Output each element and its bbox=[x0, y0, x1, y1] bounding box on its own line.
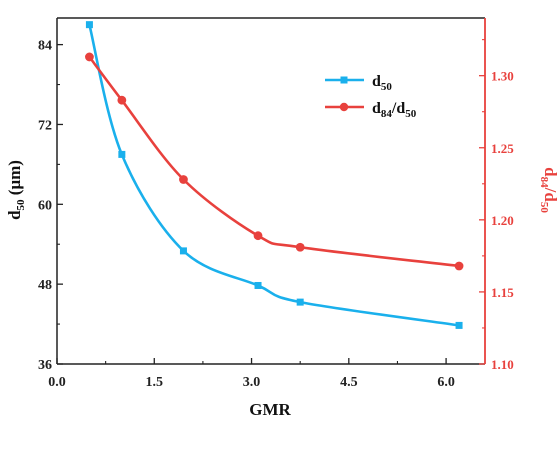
legend-d50-main: d bbox=[372, 73, 381, 90]
fitted-curves bbox=[88, 23, 461, 327]
y-left-tick-label: 60 bbox=[38, 198, 52, 213]
legend-ratio-main: d bbox=[372, 100, 381, 117]
data-markers bbox=[85, 21, 464, 329]
legend-ratio-mid: /d bbox=[391, 100, 405, 117]
x-axis-title-text: GMR bbox=[249, 400, 291, 419]
legend-ratio-marker bbox=[339, 102, 349, 112]
curve-d50 bbox=[88, 23, 461, 327]
marker-d50 bbox=[455, 321, 463, 329]
marker-ratio bbox=[85, 52, 94, 62]
y-left-title-unit: (μm) bbox=[5, 160, 24, 199]
marker-d50 bbox=[296, 298, 304, 306]
x-tick-label: 0.0 bbox=[48, 375, 66, 390]
y-left-title-sub: 50 bbox=[15, 199, 27, 211]
y-left-axis-title: d50 (μm) bbox=[5, 160, 27, 220]
y-left-tick-label: 48 bbox=[38, 278, 52, 293]
legend-d50-sub: 50 bbox=[381, 81, 393, 93]
y-left-tick-label: 84 bbox=[38, 39, 52, 54]
y-right-tick-label: 1.25 bbox=[491, 141, 514, 156]
y-left-tick-label: 36 bbox=[38, 358, 52, 373]
y-right-tick-label: 1.15 bbox=[491, 285, 514, 300]
curve-ratio bbox=[88, 55, 461, 268]
y-right-title-mid: /d bbox=[541, 187, 560, 203]
legend-d50-label: d50 bbox=[372, 73, 392, 93]
y-left-title-main: d bbox=[5, 210, 24, 220]
y-right-title-sub2: 50 bbox=[538, 202, 550, 214]
marker-ratio bbox=[454, 261, 464, 271]
tick-labels: 0.0 1.5 3.0 4.5 6.0 36 48 60 72 84 1.10 1.15 1.20 1.2… bbox=[38, 39, 514, 390]
y-right-tick-label: 1.20 bbox=[491, 213, 514, 228]
y-right-tick-label: 1.30 bbox=[491, 69, 514, 84]
legend-ratio-sub2: 50 bbox=[405, 108, 417, 120]
x-tick-label: 3.0 bbox=[243, 375, 261, 390]
y-right-axis-title: d84/d50 bbox=[538, 167, 560, 213]
marker-ratio bbox=[253, 231, 263, 241]
marker-d50 bbox=[254, 281, 262, 289]
y-right-tick-label: 1.10 bbox=[491, 357, 514, 372]
marker-d50 bbox=[118, 150, 126, 158]
legend-ratio-sub1: 84 bbox=[381, 108, 393, 120]
legend: d50 d84/d50 bbox=[325, 73, 417, 120]
legend-ratio-label: d84/d50 bbox=[372, 100, 417, 120]
plot-frame bbox=[56, 17, 486, 365]
marker-d50 bbox=[179, 247, 187, 255]
y-right-title-sub1: 84 bbox=[538, 177, 550, 189]
marker-ratio bbox=[179, 175, 188, 184]
marker-d50 bbox=[85, 21, 93, 29]
marker-ratio bbox=[295, 242, 305, 252]
x-tick-label: 6.0 bbox=[437, 375, 455, 390]
tick-marks bbox=[56, 39, 485, 365]
y-left-tick-label: 72 bbox=[38, 118, 52, 133]
legend-d50-marker bbox=[340, 76, 348, 84]
x-tick-label: 4.5 bbox=[340, 375, 358, 390]
marker-ratio bbox=[117, 95, 127, 105]
x-tick-label: 1.5 bbox=[146, 375, 164, 390]
y-right-title-main: d bbox=[541, 167, 560, 177]
x-axis-title: GMR bbox=[249, 400, 291, 419]
